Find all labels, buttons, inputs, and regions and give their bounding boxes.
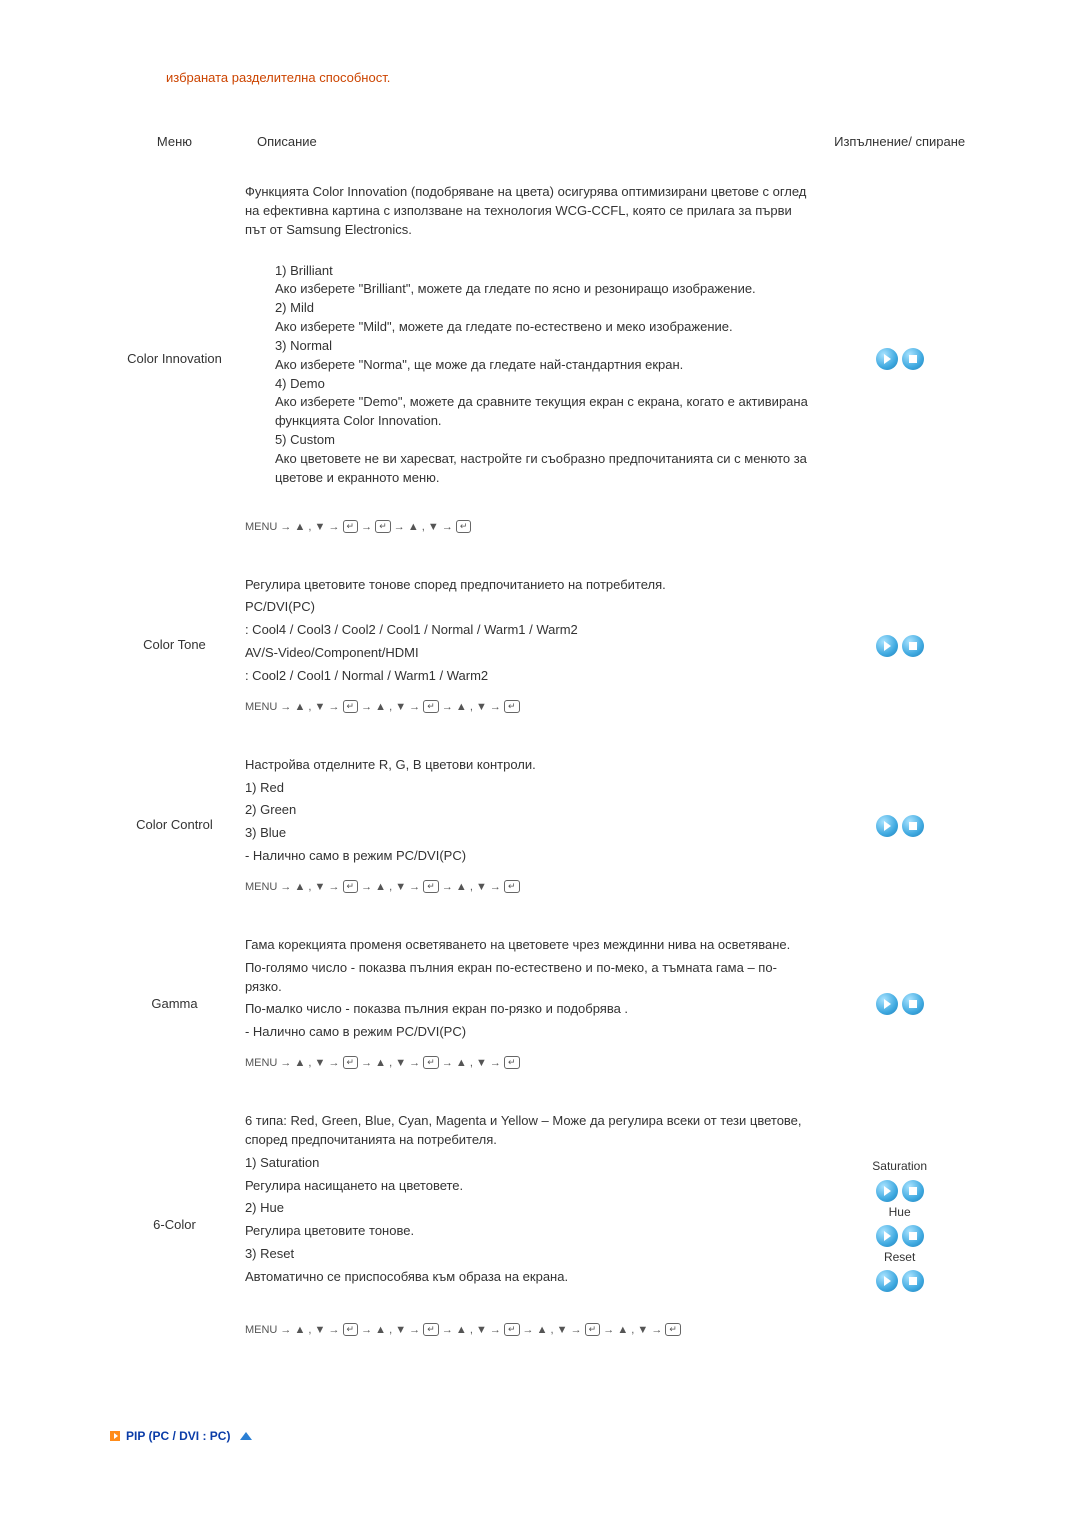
- stop-icon[interactable]: [902, 348, 924, 370]
- g-l3: По-малко число - показва пълния екран по…: [245, 1000, 813, 1019]
- footer-title[interactable]: PIP (PC / DVI : PC): [126, 1429, 230, 1443]
- stop-icon[interactable]: [902, 993, 924, 1015]
- g-l2: По-голямо число - показва пълния екран п…: [245, 959, 813, 997]
- play-icon[interactable]: [876, 1180, 898, 1202]
- menu-path-ct: MENU → ▲ , ▼ → ↵ → ▲ , ▼ → ↵ → ▲ , ▼ → ↵: [245, 700, 813, 716]
- header-action: Изпълнение/ спиране: [819, 133, 980, 163]
- cc-l5: - Налично само в режим PC/DVI(PC): [245, 847, 813, 866]
- ct-l4: AV/S-Video/Component/HDMI: [245, 644, 813, 663]
- stop-icon[interactable]: [902, 815, 924, 837]
- g-l4: - Налично само в режим PC/DVI(PC): [245, 1023, 813, 1042]
- stop-icon[interactable]: [902, 1270, 924, 1292]
- act-label-sat: Saturation: [872, 1158, 927, 1175]
- desc-color-control: Настройва отделните R, G, B цветови конт…: [245, 756, 813, 896]
- label-six-color: 6-Color: [110, 1092, 239, 1359]
- label-color-innovation: Color Innovation: [110, 163, 239, 556]
- ci-opt4-desc: Ако изберете "Demo", можете да сравните …: [275, 393, 813, 431]
- action-cc: [876, 815, 924, 837]
- row-six-color: 6-Color 6 типа: Red, Green, Blue, Cyan, …: [110, 1092, 980, 1359]
- action-ci: [876, 348, 924, 370]
- settings-table: Меню Описание Изпълнение/ спиране Color …: [110, 133, 980, 1359]
- cc-l3: 2) Green: [245, 801, 813, 820]
- page-root: избраната разделителна способност. Меню …: [0, 0, 1080, 1503]
- desc-color-innovation: Функцията Color Innovation (подобряване …: [245, 183, 813, 536]
- menu-word: MENU: [245, 701, 277, 713]
- play-icon[interactable]: [876, 635, 898, 657]
- cc-l1: Настройва отделните R, G, B цветови конт…: [245, 756, 813, 775]
- ct-l5: : Cool2 / Cool1 / Normal / Warm1 / Warm2: [245, 667, 813, 686]
- menu-word: MENU: [245, 1057, 277, 1069]
- play-icon[interactable]: [876, 1225, 898, 1247]
- ci-opt5-title: 5) Custom: [275, 431, 813, 450]
- ci-opt1-desc: Ако изберете "Brilliant", можете да глед…: [275, 280, 813, 299]
- menu-path-ci: MENU → ▲ , ▼ → ↵ → ↵ → ▲ , ▼ → ↵: [245, 520, 813, 536]
- collapse-up-icon[interactable]: [240, 1432, 252, 1440]
- action-ct: [876, 635, 924, 657]
- ci-opt4-title: 4) Demo: [275, 375, 813, 394]
- stop-icon[interactable]: [902, 1180, 924, 1202]
- label-color-tone: Color Tone: [110, 556, 239, 736]
- row-color-tone: Color Tone Регулира цветовите тонове спо…: [110, 556, 980, 736]
- stop-icon[interactable]: [902, 635, 924, 657]
- cc-l2: 1) Red: [245, 779, 813, 798]
- sc-s1d: Регулира насищането на цветовете.: [245, 1177, 813, 1196]
- row-color-innovation: Color Innovation Функцията Color Innovat…: [110, 163, 980, 556]
- header-menu: Меню: [110, 133, 239, 163]
- play-icon[interactable]: [876, 815, 898, 837]
- ct-l1: Регулира цветовите тонове според предпоч…: [245, 576, 813, 595]
- sc-s3t: 3) Reset: [245, 1245, 813, 1264]
- play-icon[interactable]: [876, 1270, 898, 1292]
- menu-word: MENU: [245, 521, 277, 533]
- ci-opt3-title: 3) Normal: [275, 337, 813, 356]
- bullet-icon: [110, 1431, 120, 1441]
- menu-word: MENU: [245, 1324, 277, 1336]
- g-l1: Гама корекцията променя осветяването на …: [245, 936, 813, 955]
- menu-word: MENU: [245, 881, 277, 893]
- header-description: Описание: [239, 133, 819, 163]
- label-color-control: Color Control: [110, 736, 239, 916]
- sc-l1: 6 типа: Red, Green, Blue, Cyan, Magenta …: [245, 1112, 813, 1150]
- action-g: [876, 993, 924, 1015]
- menu-path-sc: MENU → ▲ , ▼ → ↵ → ▲ , ▼ → ↵ → ▲ , ▼ → ↵…: [245, 1323, 813, 1339]
- stop-icon[interactable]: [902, 1225, 924, 1247]
- ci-opt2-desc: Ако изберете "Mild", можете да гледате п…: [275, 318, 813, 337]
- sc-s3d: Автоматично се приспособява към образа н…: [245, 1268, 813, 1287]
- sc-s2d: Регулира цветовите тонове.: [245, 1222, 813, 1241]
- desc-six-color: 6 типа: Red, Green, Blue, Cyan, Magenta …: [245, 1112, 813, 1339]
- label-gamma: Gamma: [110, 916, 239, 1092]
- sc-s2t: 2) Hue: [245, 1199, 813, 1218]
- desc-color-tone: Регулира цветовите тонове според предпоч…: [245, 576, 813, 716]
- section-footer: PIP (PC / DVI : PC): [110, 1429, 980, 1443]
- row-gamma: Gamma Гама корекцията променя осветяване…: [110, 916, 980, 1092]
- menu-path-g: MENU → ▲ , ▼ → ↵ → ▲ , ▼ → ↵ → ▲ , ▼ → ↵: [245, 1056, 813, 1072]
- cc-l4: 3) Blue: [245, 824, 813, 843]
- intro-note: избраната разделителна способност.: [166, 70, 980, 85]
- row-color-control: Color Control Настройва отделните R, G, …: [110, 736, 980, 916]
- ci-opt5-desc: Ако цветовете не ви харесват, настройте …: [275, 450, 813, 488]
- ct-l3: : Cool4 / Cool3 / Cool2 / Cool1 / Normal…: [245, 621, 813, 640]
- act-label-reset: Reset: [884, 1249, 915, 1266]
- action-sc: Saturation Hue Reset: [825, 1158, 974, 1292]
- ci-intro: Функцията Color Innovation (подобряване …: [245, 183, 813, 240]
- act-label-hue: Hue: [889, 1204, 911, 1221]
- ci-opt1-title: 1) Brilliant: [275, 262, 813, 281]
- ct-l2: PC/DVI(PC): [245, 598, 813, 617]
- ci-opt2-title: 2) Mild: [275, 299, 813, 318]
- desc-gamma: Гама корекцията променя осветяването на …: [245, 936, 813, 1072]
- play-icon[interactable]: [876, 993, 898, 1015]
- sc-s1t: 1) Saturation: [245, 1154, 813, 1173]
- ci-opt3-desc: Ако изберете "Norma", ще може да гледате…: [275, 356, 813, 375]
- play-icon[interactable]: [876, 348, 898, 370]
- menu-path-cc: MENU → ▲ , ▼ → ↵ → ▲ , ▼ → ↵ → ▲ , ▼ → ↵: [245, 880, 813, 896]
